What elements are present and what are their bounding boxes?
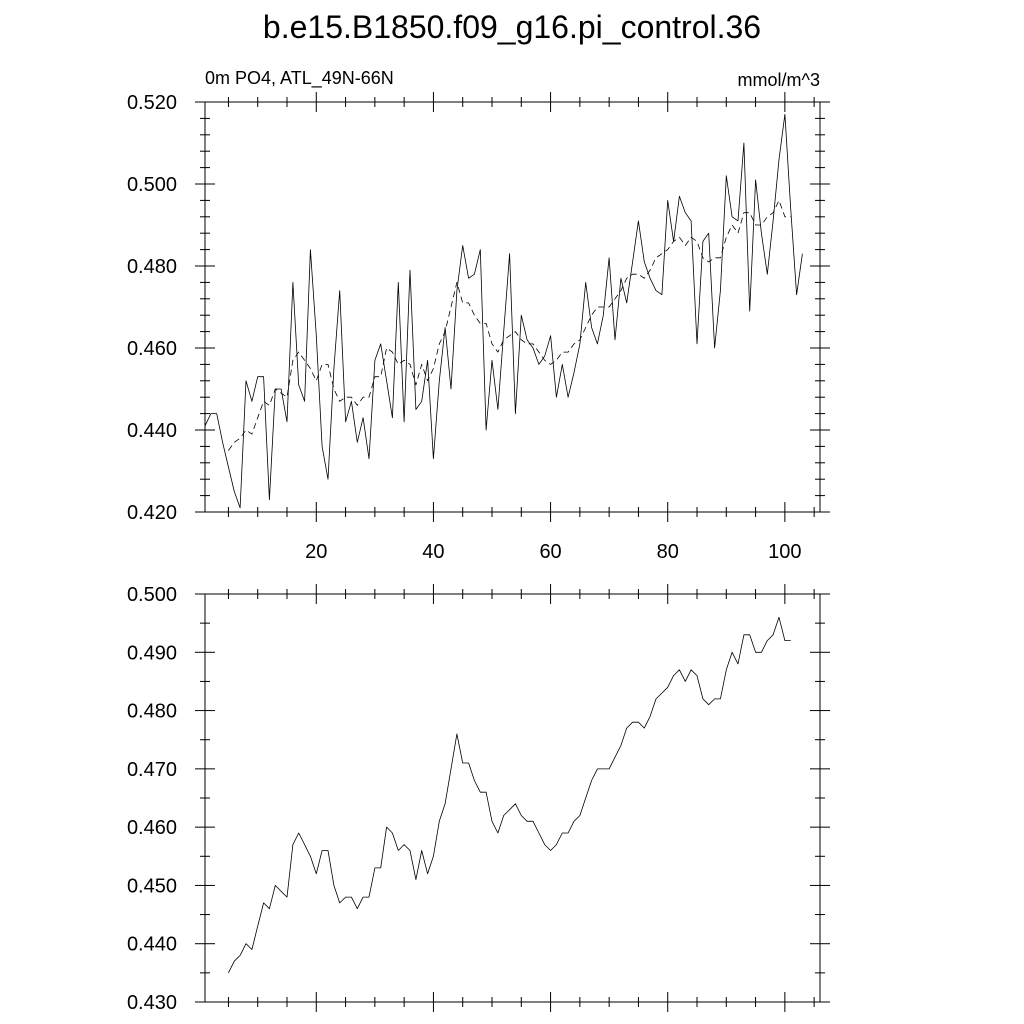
subtitle-units: mmol/m^3 — [738, 70, 820, 90]
y-tick-label: 0.500 — [127, 174, 177, 196]
y-tick-label: 0.460 — [127, 817, 177, 839]
x-tick-label: 20 — [305, 541, 327, 563]
subtitle-left: 0m PO4, ATL_49N-66N — [205, 68, 394, 89]
y-tick-label: 0.480 — [127, 701, 177, 723]
y-tick-label: 0.460 — [127, 338, 177, 360]
y-tick-label: 0.420 — [127, 502, 177, 524]
x-tick-label: 60 — [539, 541, 561, 563]
plot-frame — [204, 593, 821, 1003]
y-tick-label: 0.520 — [127, 92, 177, 114]
y-tick-label: 0.440 — [127, 934, 177, 956]
x-tick-label: 40 — [422, 541, 444, 563]
y-tick-label: 0.440 — [127, 420, 177, 442]
y-tick-label: 0.430 — [127, 992, 177, 1014]
y-tick-label: 0.450 — [127, 875, 177, 897]
x-tick-label: 80 — [657, 541, 679, 563]
y-tick-label: 0.490 — [127, 642, 177, 664]
bottom-chart-panel: 0.430 0.440 0.450 0.460 0.470 0.480 0.490 0.500 — [127, 584, 830, 1014]
y-tick-label: 0.500 — [127, 584, 177, 606]
x-tick-label: 100 — [768, 541, 801, 563]
series-line — [228, 616, 791, 974]
y-tick-label: 0.470 — [127, 759, 177, 781]
top-chart-panel: 20 40 60 80 100 0.420 0.440 0.460 0.480 0.500 0.52… — [127, 92, 830, 563]
plot-frame — [204, 101, 821, 513]
series-running-mean-line — [228, 199, 791, 451]
series-line — [204, 113, 803, 509]
figure-title: b.e15.B1850.f09_g16.pi_control.36 — [263, 9, 761, 45]
y-tick-label: 0.480 — [127, 256, 177, 278]
